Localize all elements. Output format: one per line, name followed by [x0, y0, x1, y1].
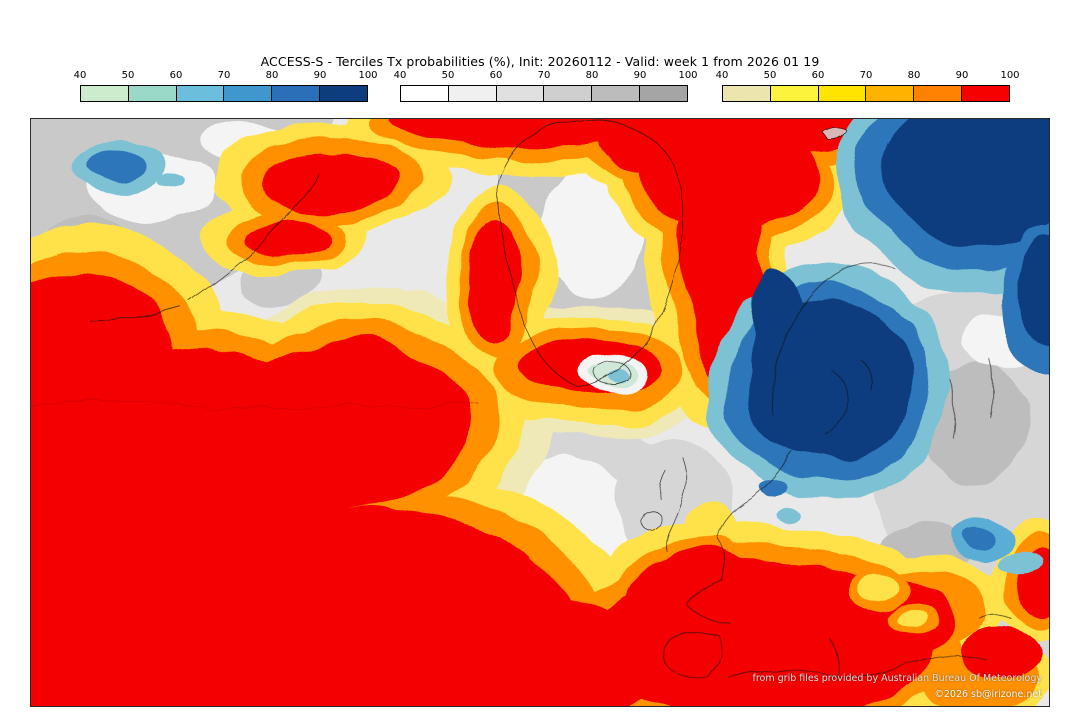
colorbar-cell — [769, 86, 818, 101]
colorbar-tick: 90 — [313, 70, 327, 81]
colorbar-tick: 90 — [633, 70, 647, 81]
above-normal-regions — [31, 119, 1049, 706]
colorbar-tick: 70 — [217, 70, 231, 81]
colorbar-tick: 60 — [169, 70, 183, 81]
colorbar-cell — [817, 86, 866, 101]
colorbar-ticks: 40 50 60 70 80 90 100 — [74, 70, 378, 83]
colorbar-tick: 80 — [265, 70, 279, 81]
colorbar-tick: 100 — [1000, 70, 1020, 81]
map-graphic — [31, 119, 1049, 706]
colorbar-tick: 40 — [715, 70, 729, 81]
colorbar-cell — [127, 86, 176, 101]
map-title: ACCESS-S - Terciles Tx probabilities (%)… — [260, 54, 820, 69]
colorbar-ticks: 40 50 60 70 80 90 100 — [716, 70, 1020, 83]
colorbar-cell — [447, 86, 496, 101]
colorbar-tick: 60 — [489, 70, 503, 81]
colorbar-tick: 90 — [955, 70, 969, 81]
colorbar-cells — [722, 85, 1010, 102]
colorbar-cell — [223, 86, 272, 101]
colorbar-tick: 50 — [441, 70, 455, 81]
colorbar-tick: 80 — [585, 70, 599, 81]
colorbar-cell — [865, 86, 914, 101]
colorbar-cell — [401, 86, 448, 101]
colorbar-cell — [271, 86, 320, 101]
colorbar-cells — [80, 85, 368, 102]
colorbar-tick: 50 — [121, 70, 135, 81]
colorbar-cell — [175, 86, 224, 101]
colorbar-tick: 100 — [678, 70, 698, 81]
colorbar-cell — [913, 86, 962, 101]
colorbar-tick: 60 — [811, 70, 825, 81]
colorbar-cell — [591, 86, 640, 101]
colorbar-cell — [543, 86, 592, 101]
colorbar-tick: 100 — [358, 70, 378, 81]
coastlines — [90, 119, 1012, 679]
colorbar-tick: 40 — [73, 70, 87, 81]
colorbar-tick: 80 — [907, 70, 921, 81]
colorbar-tick: 70 — [537, 70, 551, 81]
colorbar-cell — [961, 86, 1009, 101]
colorbar-tick: 70 — [859, 70, 873, 81]
colorbar-cell — [495, 86, 544, 101]
colorbar-tick: 40 — [393, 70, 407, 81]
below-normal-regions — [74, 119, 1049, 573]
colorbar-near-normal: 40 50 60 70 80 90 100 — [394, 70, 698, 102]
colorbar-cell — [319, 86, 367, 101]
colorbar-cell — [723, 86, 770, 101]
colorbar-above-normal: 40 50 60 70 80 90 100 — [716, 70, 1020, 102]
colorbar-cell — [639, 86, 687, 101]
forecast-map: from grib files provided by Australian B… — [30, 118, 1050, 707]
attribution-source: from grib files provided by Australian B… — [752, 673, 1042, 684]
colorbar-cells — [400, 85, 688, 102]
colorbar-cell — [81, 86, 128, 101]
attribution-copyright: ©2026 sb@irizone.net — [934, 689, 1042, 700]
colorbar-ticks: 40 50 60 70 80 90 100 — [394, 70, 698, 83]
colorbar-tick: 50 — [763, 70, 777, 81]
colorbar-below-normal: 40 50 60 70 80 90 100 — [74, 70, 378, 102]
